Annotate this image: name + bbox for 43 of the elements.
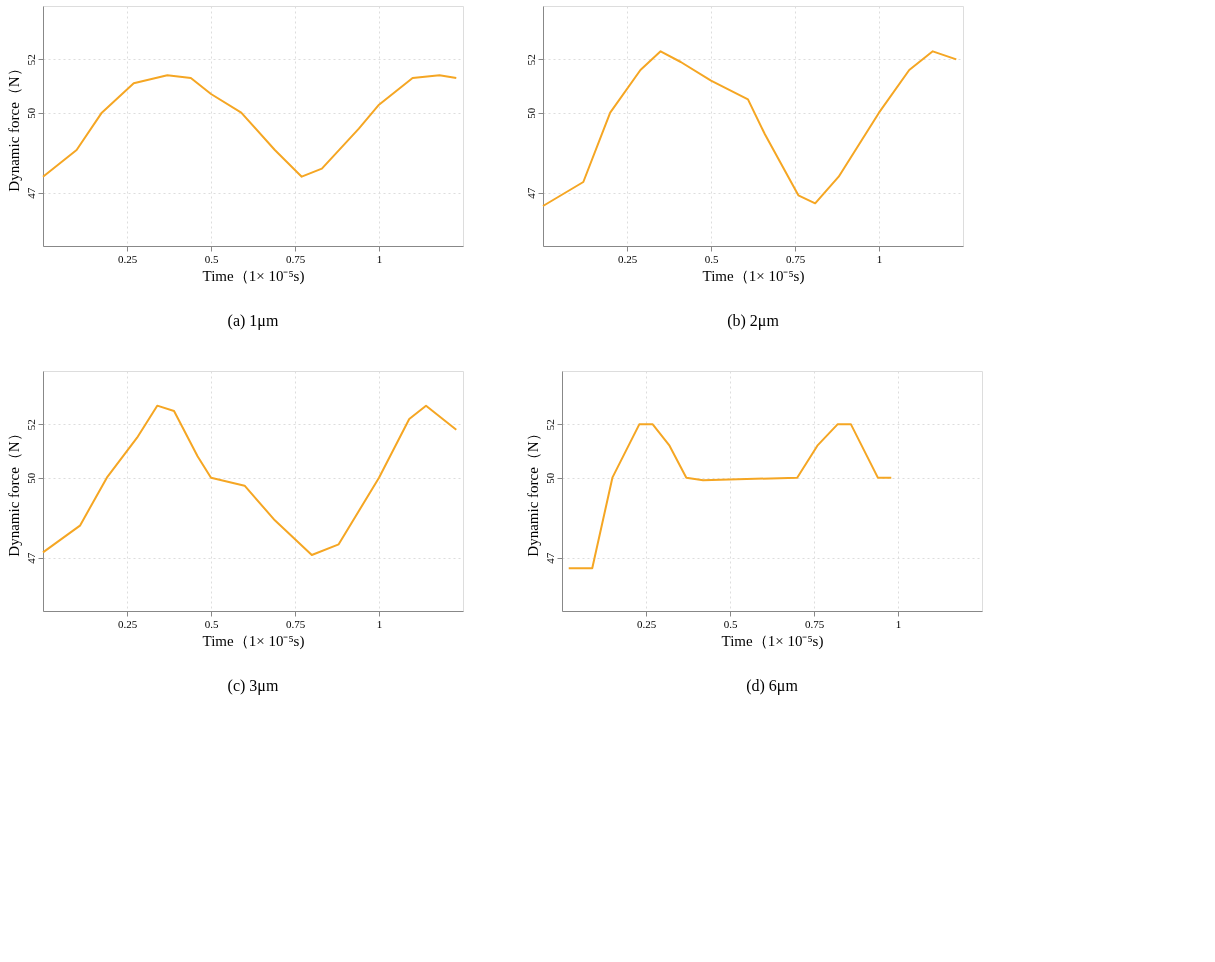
y-tick-label: 52 (24, 54, 37, 66)
x-axis-title: Time（1× 10⁻⁵s) (721, 632, 824, 650)
y-tick-label: 50 (543, 472, 556, 484)
x-tick-label: 1 (376, 617, 383, 630)
y-axis-title: Dynamic force（N） (524, 426, 541, 557)
x-tick-label: 0.5 (204, 252, 219, 265)
x-tick-label: 1 (876, 252, 883, 265)
x-tick-label: 0.75 (785, 252, 806, 265)
y-tick-label: 50 (24, 472, 37, 484)
text: (d) 6μm (746, 677, 799, 695)
y-tick-label: 52 (24, 419, 37, 431)
line-series (567, 423, 893, 570)
x-tick-label: 1 (895, 617, 902, 630)
y-tick-label: 52 (524, 54, 537, 66)
x-tick-label: 0.25 (117, 252, 138, 265)
x-tick-label: 0.75 (285, 617, 306, 630)
line-series (542, 50, 958, 207)
x-tick-label: 0.75 (285, 252, 306, 265)
text: (c) 3μm (227, 677, 279, 695)
x-tick-label: 0.5 (723, 617, 738, 630)
y-tick-label: 52 (543, 419, 556, 431)
text: (a) 1μm (227, 312, 279, 330)
x-axis-title: Time（1× 10⁻⁵s) (202, 632, 305, 650)
y-tick-label: 47 (543, 552, 556, 564)
x-tick-label: 0.25 (117, 617, 138, 630)
x-tick-label: 0.25 (617, 252, 638, 265)
y-tick-label: 47 (24, 552, 37, 564)
text: (b) 2μm (727, 312, 780, 330)
x-tick-label: 0.5 (704, 252, 719, 265)
y-axis-title: Dynamic force（N） (5, 426, 22, 557)
x-tick-label: 0.5 (204, 617, 219, 630)
line-series (42, 404, 458, 556)
line-series (42, 74, 458, 178)
x-tick-label: 1 (376, 252, 383, 265)
x-tick-label: 0.25 (636, 617, 657, 630)
x-axis-title: Time（1× 10⁻⁵s) (702, 267, 805, 285)
y-tick-label: 50 (24, 107, 37, 119)
x-axis-title: Time（1× 10⁻⁵s) (202, 267, 305, 285)
x-tick-label: 0.75 (804, 617, 825, 630)
y-axis-title: Dynamic force（N） (5, 61, 22, 192)
y-tick-label: 50 (524, 107, 537, 119)
y-tick-label: 47 (24, 187, 37, 199)
y-tick-label: 47 (524, 187, 537, 199)
